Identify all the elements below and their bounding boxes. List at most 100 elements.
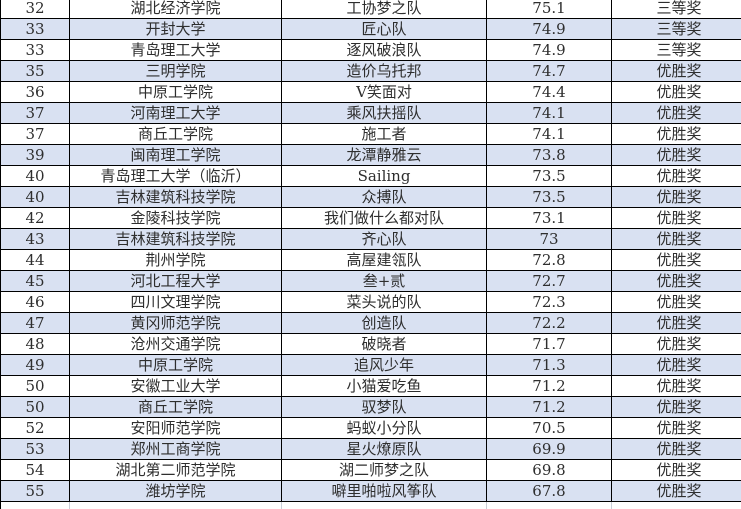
university-cell[interactable]: 湖北经济学院 <box>70 0 282 19</box>
award-cell[interactable]: 优胜奖 <box>612 229 741 250</box>
university-cell[interactable]: 商丘工学院 <box>70 397 282 418</box>
rank-cell[interactable]: 32 <box>1 0 70 19</box>
team-cell[interactable]: 星火燎原队 <box>282 439 487 460</box>
team-cell-empty[interactable] <box>282 502 487 509</box>
university-cell[interactable]: 吉林建筑科技学院 <box>70 229 282 250</box>
score-cell[interactable]: 71.3 <box>487 355 612 376</box>
award-cell[interactable]: 三等奖 <box>612 19 741 40</box>
score-cell[interactable]: 73.8 <box>487 145 612 166</box>
score-cell[interactable]: 69.9 <box>487 439 612 460</box>
team-cell[interactable]: Sailing <box>282 166 487 187</box>
rank-cell[interactable]: 45 <box>1 271 70 292</box>
rank-cell[interactable]: 55 <box>1 481 70 502</box>
score-cell[interactable]: 74.9 <box>487 19 612 40</box>
rank-cell[interactable]: 33 <box>1 40 70 61</box>
rank-cell[interactable]: 46 <box>1 292 70 313</box>
university-cell[interactable]: 河北工程大学 <box>70 271 282 292</box>
score-cell[interactable]: 74.9 <box>487 40 612 61</box>
score-cell[interactable]: 73.5 <box>487 187 612 208</box>
score-cell[interactable]: 74.1 <box>487 103 612 124</box>
award-cell[interactable]: 优胜奖 <box>612 166 741 187</box>
university-cell[interactable]: 安徽工业大学 <box>70 376 282 397</box>
score-cell[interactable]: 72.2 <box>487 313 612 334</box>
team-cell[interactable]: 湖二师梦之队 <box>282 460 487 481</box>
award-cell[interactable]: 优胜奖 <box>612 124 741 145</box>
award-cell[interactable]: 优胜奖 <box>612 481 741 502</box>
team-cell[interactable]: 施工者 <box>282 124 487 145</box>
university-cell[interactable]: 荆州学院 <box>70 250 282 271</box>
team-cell[interactable]: 工协梦之队 <box>282 0 487 19</box>
score-cell[interactable]: 69.8 <box>487 460 612 481</box>
team-cell[interactable]: 蚂蚁小分队 <box>282 418 487 439</box>
award-cell[interactable]: 优胜奖 <box>612 187 741 208</box>
rank-cell[interactable]: 40 <box>1 166 70 187</box>
score-cell[interactable]: 73 <box>487 229 612 250</box>
team-cell[interactable]: 小猫爱吃鱼 <box>282 376 487 397</box>
rank-cell[interactable]: 54 <box>1 460 70 481</box>
university-cell[interactable]: 湖北第二师范学院 <box>70 460 282 481</box>
university-cell[interactable]: 郑州工商学院 <box>70 439 282 460</box>
score-cell[interactable]: 75.1 <box>487 0 612 19</box>
team-cell[interactable]: 破晓者 <box>282 334 487 355</box>
score-cell[interactable]: 74.4 <box>487 82 612 103</box>
award-cell[interactable]: 优胜奖 <box>612 376 741 397</box>
score-cell[interactable]: 72.8 <box>487 250 612 271</box>
team-cell[interactable]: 逐风破浪队 <box>282 40 487 61</box>
team-cell[interactable]: 噼里啪啦风筝队 <box>282 481 487 502</box>
university-cell[interactable]: 吉林建筑科技学院 <box>70 187 282 208</box>
team-cell[interactable]: 叁+贰 <box>282 271 487 292</box>
score-cell[interactable]: 71.2 <box>487 397 612 418</box>
rank-cell[interactable]: 50 <box>1 397 70 418</box>
award-cell[interactable]: 优胜奖 <box>612 82 741 103</box>
university-cell[interactable]: 商丘工学院 <box>70 124 282 145</box>
university-cell[interactable]: 沧州交通学院 <box>70 334 282 355</box>
award-cell[interactable]: 优胜奖 <box>612 334 741 355</box>
score-cell[interactable]: 67.8 <box>487 481 612 502</box>
rank-cell[interactable]: 50 <box>1 376 70 397</box>
rank-cell[interactable]: 36 <box>1 82 70 103</box>
team-cell[interactable]: 追风少年 <box>282 355 487 376</box>
award-cell[interactable]: 优胜奖 <box>612 460 741 481</box>
university-cell[interactable]: 闽南理工学院 <box>70 145 282 166</box>
rank-cell[interactable]: 52 <box>1 418 70 439</box>
score-cell[interactable]: 72.7 <box>487 271 612 292</box>
score-cell[interactable]: 74.1 <box>487 124 612 145</box>
score-cell[interactable]: 73.1 <box>487 208 612 229</box>
award-cell[interactable]: 优胜奖 <box>612 103 741 124</box>
rank-cell[interactable]: 47 <box>1 313 70 334</box>
score-cell[interactable]: 72.3 <box>487 292 612 313</box>
team-cell[interactable]: 高屋建瓴队 <box>282 250 487 271</box>
university-cell[interactable]: 河南理工大学 <box>70 103 282 124</box>
score-cell[interactable]: 73.5 <box>487 166 612 187</box>
team-cell[interactable]: 造价乌托邦 <box>282 61 487 82</box>
rank-cell[interactable]: 35 <box>1 61 70 82</box>
rank-cell[interactable]: 40 <box>1 187 70 208</box>
score-cell[interactable]: 74.7 <box>487 61 612 82</box>
award-cell[interactable]: 优胜奖 <box>612 61 741 82</box>
rank-cell-empty[interactable] <box>1 502 70 509</box>
award-cell[interactable]: 优胜奖 <box>612 439 741 460</box>
rank-cell[interactable]: 53 <box>1 439 70 460</box>
award-cell[interactable]: 优胜奖 <box>612 208 741 229</box>
team-cell[interactable]: 创造队 <box>282 313 487 334</box>
award-cell[interactable]: 优胜奖 <box>612 418 741 439</box>
score-cell[interactable]: 71.2 <box>487 376 612 397</box>
team-cell[interactable]: 乘风扶摇队 <box>282 103 487 124</box>
team-cell[interactable]: 齐心队 <box>282 229 487 250</box>
score-cell[interactable]: 70.5 <box>487 418 612 439</box>
score-cell[interactable]: 71.7 <box>487 334 612 355</box>
award-cell[interactable]: 优胜奖 <box>612 271 741 292</box>
university-cell[interactable]: 四川文理学院 <box>70 292 282 313</box>
university-cell[interactable]: 中原工学院 <box>70 82 282 103</box>
university-cell[interactable]: 中原工学院 <box>70 355 282 376</box>
award-cell[interactable]: 优胜奖 <box>612 397 741 418</box>
university-cell[interactable]: 三明学院 <box>70 61 282 82</box>
university-cell[interactable]: 开封大学 <box>70 19 282 40</box>
university-cell[interactable]: 青岛理工大学 <box>70 40 282 61</box>
rank-cell[interactable]: 33 <box>1 19 70 40</box>
rank-cell[interactable]: 44 <box>1 250 70 271</box>
rank-cell[interactable]: 43 <box>1 229 70 250</box>
rank-cell[interactable]: 37 <box>1 124 70 145</box>
award-cell[interactable]: 优胜奖 <box>612 292 741 313</box>
team-cell[interactable]: 驭梦队 <box>282 397 487 418</box>
